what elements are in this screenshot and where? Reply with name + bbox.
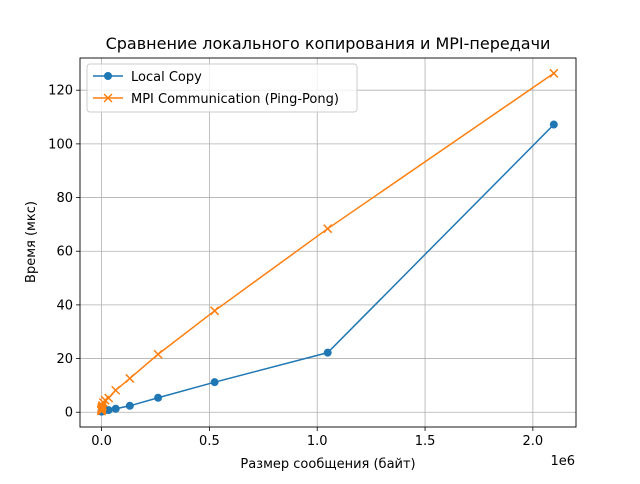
y-tick-label: 40: [56, 298, 73, 313]
legend-label-mpi: MPI Communication (Ping-Pong): [131, 92, 339, 107]
data-point-mpi: [125, 373, 135, 383]
legend-marker-local-copy: [104, 72, 112, 80]
x-tick-label: 2.0: [523, 434, 544, 449]
y-tick-label: 100: [48, 137, 73, 152]
data-point-local-copy: [111, 404, 120, 413]
legend-box: [86, 63, 358, 113]
y-tick-label: 0: [65, 406, 73, 421]
series-layer: [97, 68, 559, 416]
data-point-local-copy: [125, 401, 134, 410]
y-axis-label: Время (мкс): [24, 201, 39, 283]
data-point-local-copy: [549, 120, 558, 129]
data-point-mpi: [104, 393, 114, 403]
data-point-local-copy: [104, 406, 113, 415]
data-point-mpi: [210, 306, 220, 316]
plot-frame: [79, 57, 577, 428]
x-tick-label: 0.5: [199, 434, 220, 449]
series-mpi: [97, 68, 559, 416]
grid: [80, 58, 576, 427]
data-point-mpi: [549, 68, 559, 78]
data-point-mpi: [153, 349, 163, 359]
x-axis-ticks: 0.0 0.5 1.0 1.5 2.0: [91, 427, 543, 449]
y-tick-label: 80: [56, 191, 73, 206]
data-point-local-copy: [210, 378, 219, 387]
data-point-local-copy: [154, 393, 163, 402]
x-tick-label: 1.0: [307, 434, 328, 449]
data-point-mpi: [97, 401, 107, 411]
legend-label-local-copy: Local Copy: [131, 70, 202, 85]
chart-title: Сравнение локального копирования и MPI-п…: [106, 34, 551, 53]
legend-marker-mpi: [103, 93, 113, 103]
data-point-mpi: [111, 385, 121, 395]
data-point-local-copy: [323, 348, 332, 357]
y-tick-label: 60: [56, 245, 73, 260]
x-tick-label: 0.0: [91, 434, 112, 449]
plot-background: [80, 58, 576, 427]
x-axis-offset-label: 1e6: [550, 454, 575, 469]
y-tick-label: 20: [56, 352, 73, 367]
y-tick-label: 120: [48, 84, 73, 99]
data-point-mpi: [323, 224, 333, 234]
x-axis-label: Размер сообщения (байт): [240, 457, 415, 472]
x-tick-label: 1.5: [415, 434, 436, 449]
plot-area: 0.0 0.5 1.0 1.5 2.0 0 20 40 60 80 100 120: [48, 57, 577, 449]
data-point-mpi: [97, 403, 107, 413]
y-axis-ticks: 0 20 40 60 80 100 120: [48, 84, 80, 421]
legend: Local Copy MPI Communication (Ping-Pong): [86, 63, 358, 113]
